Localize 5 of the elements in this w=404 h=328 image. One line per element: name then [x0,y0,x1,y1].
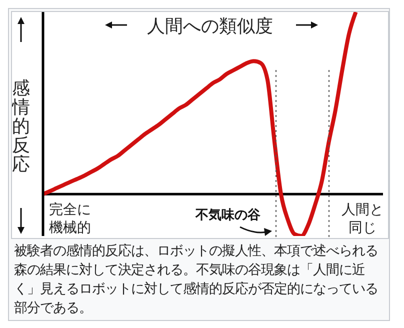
x-tick-label: 人間と同じ [342,202,384,236]
annotation: 不気味の谷 [194,208,262,223]
text: 被験者の感情的反応は、ロボットの擬人性、本項で述べられる森の結果に対して決定される。不気味の谷現象は「人間に近く」見えるロボットに対して感情的反応が否定的になっている部分である。 [13,242,379,318]
x-axis-title: 人間への類似度 [147,16,273,37]
x-tick-label: 完全に機械的 [49,202,92,236]
